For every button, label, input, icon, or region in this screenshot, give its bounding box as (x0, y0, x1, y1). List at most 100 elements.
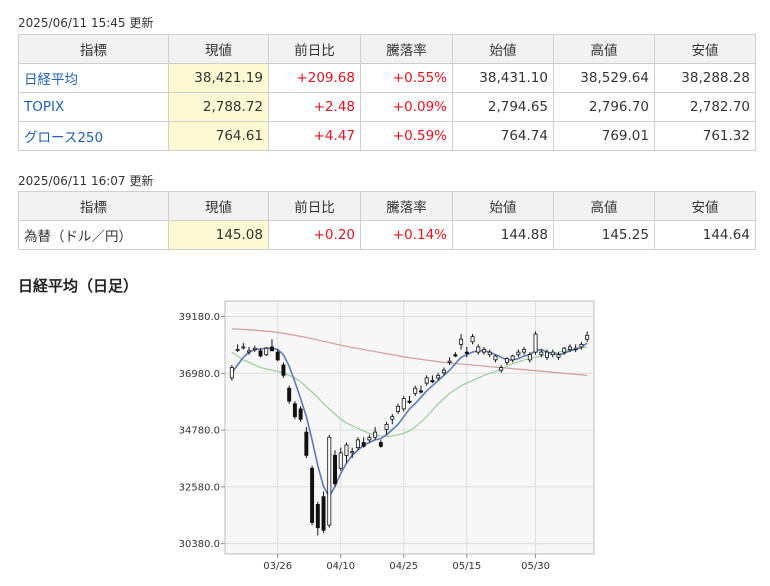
candle (476, 344, 481, 355)
open-value: 144.88 (452, 220, 554, 250)
growth250-link[interactable]: グロース250 (24, 130, 104, 146)
high-value: 145.25 (553, 220, 655, 250)
y-tick-label: 30380.0 (179, 539, 220, 550)
candle-down (361, 442, 366, 447)
high-value: 769.01 (553, 121, 655, 151)
candle (470, 334, 475, 345)
table-row: TOPIX 2,788.72 +2.48 +0.09% 2,794.65 2,7… (18, 92, 756, 122)
candle-down (464, 351, 469, 354)
candle-up (579, 343, 584, 348)
candle-down (333, 454, 337, 485)
candle-up (585, 334, 590, 340)
candle (413, 385, 418, 397)
candle (281, 362, 286, 378)
col-header-open: 始値 (452, 34, 554, 64)
candle (436, 372, 441, 381)
current-value: 2,788.72 (168, 92, 269, 122)
candle (418, 385, 423, 394)
candle (430, 375, 435, 384)
candle-up (567, 346, 572, 350)
current-value: 38,421.19 (168, 63, 269, 93)
candle-up (510, 355, 515, 361)
candle (487, 349, 492, 358)
ma-long-line (231, 328, 588, 377)
candle-up (476, 346, 481, 353)
pct-value: +0.59% (360, 121, 453, 151)
candle (516, 349, 521, 358)
candle-down (270, 346, 274, 352)
x-tick-label: 05/15 (452, 561, 481, 572)
candle-up (344, 444, 349, 456)
col-header-high: 高値 (553, 34, 655, 64)
table-row: 為替（ドル／円） 145.08 +0.20 +0.14% 144.88 145.… (18, 220, 756, 250)
candle-up (350, 451, 355, 454)
low-value: 144.64 (654, 220, 756, 250)
candle (247, 346, 252, 355)
candle (229, 365, 234, 381)
candle-down (298, 408, 303, 420)
candle-up (384, 424, 389, 430)
candle-up (516, 351, 521, 356)
candle (258, 348, 263, 358)
col-header-low: 安値 (654, 34, 756, 64)
candle-up (355, 439, 360, 449)
candle (384, 421, 389, 435)
candle (533, 331, 538, 355)
candle-up (533, 333, 538, 353)
candle-up (447, 360, 452, 363)
candle-up (390, 416, 395, 420)
candle-down (321, 496, 326, 531)
candle-up (396, 405, 401, 412)
candle-up (241, 346, 246, 349)
high-value: 2,796.70 (553, 92, 655, 122)
candle-up (556, 354, 561, 358)
col-header-pct: 騰落率 (360, 191, 453, 221)
fx-table-header: 指標 現値 前日比 騰落率 始値 高値 安値 (18, 191, 756, 221)
candle (579, 341, 584, 350)
pct-value: +0.14% (360, 220, 453, 250)
candle-up (545, 351, 549, 358)
x-tick-label: 03/26 (263, 561, 292, 572)
candle-up (247, 350, 252, 353)
open-value: 764.74 (452, 121, 554, 151)
candle (482, 346, 486, 355)
candle (510, 354, 515, 363)
candle (310, 465, 315, 526)
candle (562, 346, 567, 355)
candle-up (493, 355, 498, 361)
candle (292, 401, 297, 420)
col-header-current: 現値 (168, 191, 269, 221)
candle-up (573, 347, 578, 350)
candle-up (562, 347, 567, 353)
candle-down (304, 431, 309, 456)
candle (264, 346, 269, 356)
topix-link[interactable]: TOPIX (24, 99, 65, 115)
candle-up (487, 351, 492, 356)
col-header-name: 指標 (18, 34, 169, 64)
candle-up (436, 374, 441, 379)
candle-up (229, 367, 234, 379)
low-value: 761.32 (654, 121, 756, 151)
candle-down (407, 400, 412, 403)
index-table: 指標 現値 前日比 騰落率 始値 高値 安値 日経平均 38,421.19 +2… (18, 34, 756, 151)
candle-up (441, 369, 446, 374)
candle (315, 501, 320, 536)
pct-value: +0.55% (360, 63, 453, 93)
low-value: 2,782.70 (654, 92, 756, 122)
candle (550, 349, 555, 358)
col-header-change: 前日比 (268, 191, 361, 221)
nikkei-link[interactable]: 日経平均 (24, 72, 78, 88)
candle (270, 339, 274, 352)
y-tick-label: 36980.0 (179, 369, 220, 380)
col-header-name: 指標 (18, 191, 169, 221)
col-header-open: 始値 (452, 191, 554, 221)
y-tick-label: 39180.0 (179, 312, 220, 323)
candle-up (413, 387, 418, 394)
candle (424, 375, 429, 386)
update-timestamp-2: 2025/06/11 16:07 更新 (18, 174, 154, 188)
candle (441, 367, 446, 376)
table-row: 日経平均 38,421.19 +209.68 +0.55% 38,431.10 … (18, 63, 756, 93)
current-value: 764.61 (168, 121, 269, 151)
candle (545, 349, 549, 360)
candle-up (482, 349, 486, 353)
